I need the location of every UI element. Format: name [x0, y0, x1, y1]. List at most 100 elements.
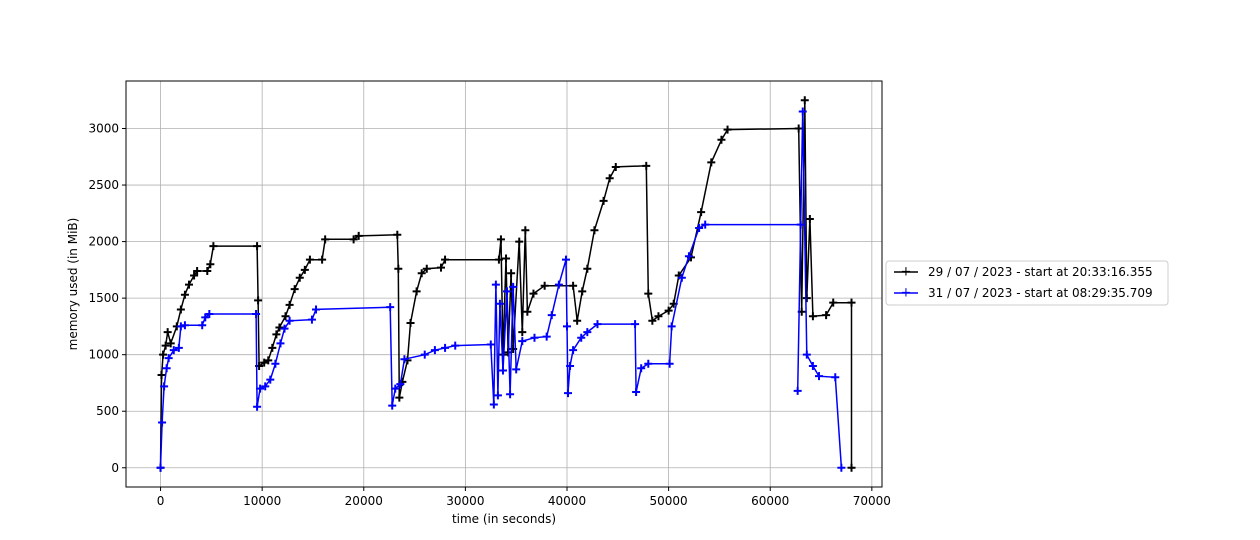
data-point-marker [695, 224, 704, 233]
data-point-marker [176, 322, 185, 331]
x-tick-label: 60000 [751, 494, 789, 508]
data-point-marker [393, 230, 402, 239]
legend-marker-series-1: + [901, 265, 912, 280]
data-point-marker [264, 356, 273, 365]
data-point-marker [318, 255, 327, 264]
data-point-marker [307, 315, 316, 324]
data-point-marker [515, 237, 524, 246]
data-point-marker [261, 382, 270, 391]
y-tick-label: 1000 [88, 348, 119, 362]
x-tick-label: 30000 [446, 494, 484, 508]
data-point-marker [312, 305, 321, 314]
data-point-marker [160, 382, 169, 391]
x-tick-label: 10000 [243, 494, 281, 508]
y-axis-label: memory used (in MiB) [66, 218, 80, 351]
data-point-marker [498, 366, 507, 375]
data-point-marker [605, 174, 614, 183]
data-point-marker [354, 231, 363, 240]
data-point-marker [157, 371, 166, 380]
data-point-marker [290, 285, 299, 294]
data-point-marker [295, 273, 304, 282]
data-point-marker [493, 391, 502, 400]
data-point-marker [394, 264, 403, 273]
data-point-marker [829, 298, 838, 307]
data-point-marker [176, 305, 185, 314]
data-point-marker [794, 124, 803, 133]
data-point-marker [305, 255, 314, 264]
data-point-marker [805, 214, 814, 223]
data-point-marker [523, 307, 532, 316]
data-point-marker [593, 320, 602, 329]
data-point-marker [837, 463, 846, 472]
data-point-marker [815, 372, 823, 381]
data-point-marker [507, 269, 516, 278]
data-point-marker [569, 346, 578, 355]
data-point-marker [163, 328, 172, 337]
data-point-marker [280, 324, 289, 333]
data-point-marker [281, 312, 290, 321]
data-point-marker [491, 280, 500, 289]
data-point-marker [161, 341, 170, 350]
data-point-marker [509, 282, 518, 291]
data-point-marker [707, 158, 716, 167]
data-point-marker [406, 319, 415, 328]
series-line [159, 100, 853, 468]
data-point-marker [654, 312, 663, 321]
y-tick-label: 1500 [88, 291, 119, 305]
data-point-marker [206, 260, 215, 269]
data-point-marker [802, 294, 811, 303]
data-point-marker [420, 350, 429, 359]
data-point-marker [190, 271, 199, 280]
data-point-marker [272, 330, 281, 339]
data-point-marker [349, 235, 358, 244]
axis-ticks: 0 10000 20000 30000 40000 50000 60000 70000 0 500… [88, 121, 890, 508]
data-point-marker [266, 375, 275, 384]
data-point-marker [847, 463, 856, 472]
data-point-marker [631, 320, 640, 329]
data-point-marker [590, 226, 599, 235]
data-point-marker [417, 269, 426, 278]
x-tick-label: 50000 [650, 494, 688, 508]
data-point-marker [540, 281, 549, 290]
grid-lines [126, 81, 882, 487]
data-point-marker [664, 306, 673, 315]
data-point-marker [637, 364, 646, 373]
data-point-marker [554, 280, 563, 289]
data-point-marker [611, 162, 620, 171]
data-point-marker [162, 364, 171, 373]
series-line [159, 111, 843, 468]
data-point-marker [793, 386, 802, 395]
data-point-marker [451, 341, 460, 350]
data-point-marker [583, 264, 592, 273]
data-point-marker [180, 290, 189, 299]
data-point-marker [798, 107, 807, 116]
data-point-marker [180, 321, 189, 330]
data-point-marker [174, 343, 183, 352]
data-point-marker [253, 242, 262, 251]
data-point-marker [185, 280, 193, 289]
data-point-marker [677, 273, 686, 282]
data-point-marker [802, 350, 811, 359]
data-point-marker [441, 343, 450, 352]
data-point-marker [252, 309, 261, 318]
data-point-marker [268, 343, 277, 352]
data-point-marker [684, 252, 693, 261]
data-point-marker [506, 390, 515, 399]
data-point-marker [573, 316, 582, 325]
legend-marker-series-2: + [901, 286, 912, 301]
data-point-marker [430, 346, 439, 355]
data-point-marker [566, 361, 575, 370]
data-point-marker [831, 373, 840, 382]
data-point-marker [578, 287, 587, 296]
data-point-marker [253, 402, 262, 411]
data-point-marker [521, 226, 530, 235]
data-point-marker [158, 418, 167, 427]
data-point-marker [388, 401, 397, 410]
data-point-marker [496, 235, 505, 244]
data-point-marker [489, 400, 498, 409]
data-point-marker [577, 333, 586, 342]
data-point-marker [437, 263, 445, 272]
data-point-marker [599, 196, 608, 205]
data-point-marker [285, 316, 294, 325]
data-point-marker [667, 322, 676, 331]
